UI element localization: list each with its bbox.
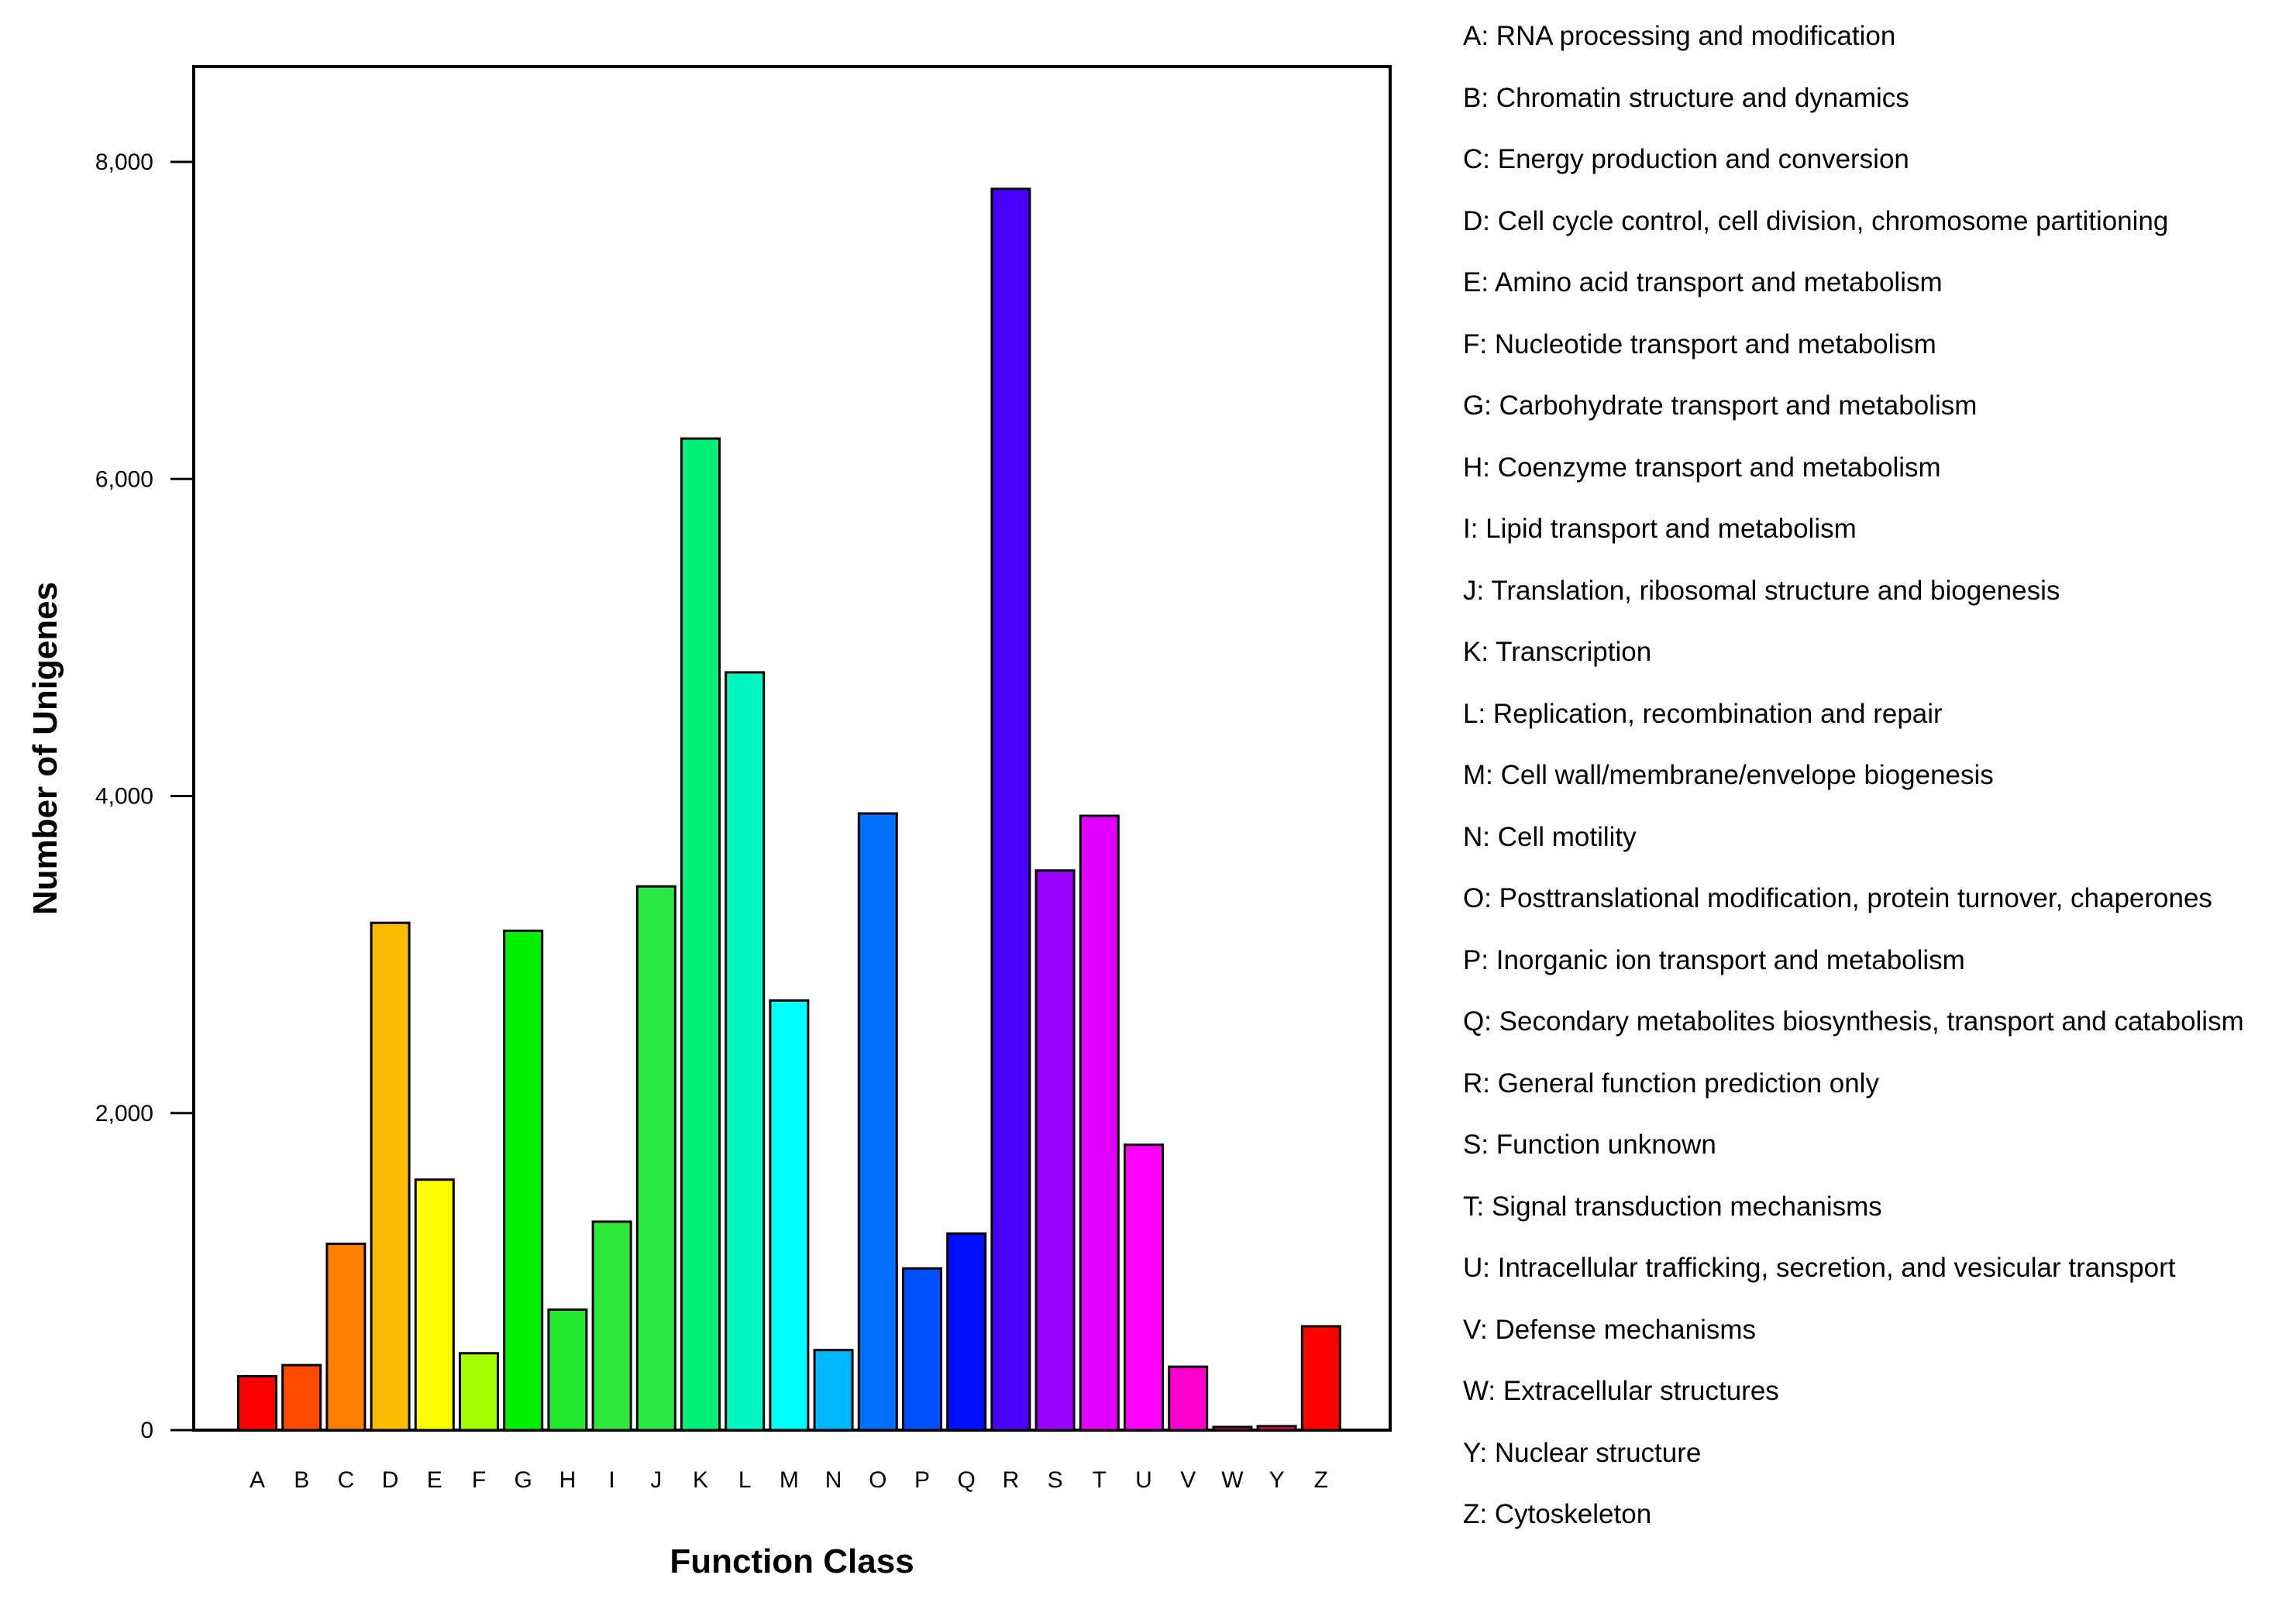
bar-G xyxy=(503,929,544,1432)
bar-K xyxy=(680,437,721,1432)
legend-item-H: H: Coenzyme transport and metabolism xyxy=(1463,452,1941,483)
x-tick-label-Y: Y xyxy=(1269,1467,1285,1493)
bar-F xyxy=(459,1352,499,1432)
x-tick-label-M: M xyxy=(780,1467,799,1493)
x-tick-label-D: D xyxy=(382,1467,399,1493)
legend-item-E: E: Amino acid transport and metabolism xyxy=(1463,267,1943,297)
y-axis: 0 2,000 4,000 6,000 8,000 xyxy=(95,150,194,1443)
legend-item-M: M: Cell wall/membrane/envelope biogenesi… xyxy=(1463,760,1994,790)
bar-R xyxy=(990,187,1031,1432)
x-tick-label-O: O xyxy=(869,1467,886,1493)
x-tick-label-Q: Q xyxy=(958,1467,976,1493)
bar-T xyxy=(1079,814,1120,1432)
x-tick-label-A: A xyxy=(250,1467,265,1493)
x-axis-title: Function Class xyxy=(670,1542,914,1580)
bar-E xyxy=(414,1178,455,1432)
bar-J xyxy=(635,885,676,1432)
bar-C xyxy=(325,1243,367,1432)
legend-item-J: J: Translation, ribosomal structure and … xyxy=(1463,575,2060,606)
legend-item-U: U: Intracellular trafficking, secretion,… xyxy=(1463,1253,2176,1283)
legend-item-Y: Y: Nuclear structure xyxy=(1463,1437,1702,1468)
bar-P xyxy=(902,1267,942,1432)
x-tick-label-R: R xyxy=(1003,1467,1020,1493)
legend-item-T: T: Signal transduction mechanisms xyxy=(1463,1191,1882,1222)
x-tick-label-I: I xyxy=(608,1467,614,1493)
x-tick-label-F: F xyxy=(472,1467,486,1493)
x-tick-label-U: U xyxy=(1135,1467,1152,1493)
bar-O xyxy=(857,812,898,1432)
legend-item-I: I: Lipid transport and metabolism xyxy=(1463,514,1857,544)
bar-H xyxy=(547,1308,588,1432)
legend-item-V: V: Defense mechanisms xyxy=(1463,1314,1757,1345)
bar-Z xyxy=(1300,1325,1341,1432)
x-tick-label-P: P xyxy=(914,1467,930,1493)
x-tick-label-Z: Z xyxy=(1314,1467,1328,1493)
legend-item-W: W: Extracellular structures xyxy=(1463,1376,1779,1406)
legend-item-B: B: Chromatin structure and dynamics xyxy=(1463,82,1909,113)
x-tick-label-T: T xyxy=(1093,1467,1107,1493)
bar-M xyxy=(769,999,810,1432)
y-tick-label: 0 xyxy=(140,1418,153,1443)
x-tick-label-S: S xyxy=(1048,1467,1063,1493)
legend-item-Z: Z: Cytoskeleton xyxy=(1463,1499,1652,1529)
legend-item-S: S: Function unknown xyxy=(1463,1130,1716,1160)
y-tick-label: 2,000 xyxy=(95,1101,153,1126)
bar-B xyxy=(281,1363,322,1432)
y-axis-title: Number of Unigenes xyxy=(26,582,64,915)
x-tick-label-L: L xyxy=(738,1467,752,1493)
y-tick-label: 6,000 xyxy=(95,466,153,492)
legend-item-C: C: Energy production and conversion xyxy=(1463,144,1909,174)
x-tick-label-W: W xyxy=(1221,1467,1244,1493)
legend-item-K: K: Transcription xyxy=(1463,637,1652,667)
legend-item-O: O: Posttranslational modification, prote… xyxy=(1463,883,2212,913)
bar-N xyxy=(813,1349,854,1432)
bar-Q xyxy=(946,1232,987,1432)
x-tick-label-K: K xyxy=(693,1467,708,1493)
legend-item-L: L: Replication, recombination and repair xyxy=(1463,698,1943,729)
legend-item-G: G: Carbohydrate transport and metabolism xyxy=(1463,390,1978,421)
bar-V xyxy=(1168,1365,1209,1432)
legend: A: RNA processing and modification B: Chr… xyxy=(1463,17,2284,1557)
y-tick-label: 8,000 xyxy=(95,150,153,175)
bar-W xyxy=(1212,1425,1253,1432)
x-tick-label-C: C xyxy=(338,1467,355,1493)
x-tick-label-H: H xyxy=(559,1467,577,1493)
bar-S xyxy=(1034,869,1076,1432)
bar-A xyxy=(237,1374,277,1432)
bar-I xyxy=(591,1220,632,1432)
x-tick-label-B: B xyxy=(294,1467,309,1493)
legend-item-Q: Q: Secondary metabolites biosynthesis, t… xyxy=(1463,1006,2244,1037)
x-tick-label-G: G xyxy=(515,1467,532,1493)
legend-item-F: F: Nucleotide transport and metabolism xyxy=(1463,328,1936,359)
bar-L xyxy=(725,671,766,1432)
bars xyxy=(237,187,1341,1432)
bar-U xyxy=(1124,1143,1164,1432)
x-tick-label-N: N xyxy=(825,1467,842,1493)
legend-item-P: P: Inorganic ion transport and metabolis… xyxy=(1463,944,1965,975)
bar-D xyxy=(370,921,411,1432)
x-tick-label-E: E xyxy=(427,1467,442,1493)
legend-item-D: D: Cell cycle control, cell division, ch… xyxy=(1463,205,2169,236)
bar-Y xyxy=(1256,1425,1297,1432)
legend-item-N: N: Cell motility xyxy=(1463,821,1637,852)
y-tick-label: 4,000 xyxy=(95,784,153,810)
x-tick-label-V: V xyxy=(1180,1467,1196,1493)
x-tick-label-J: J xyxy=(650,1467,662,1493)
legend-item-A: A: RNA processing and modification xyxy=(1463,21,1896,51)
legend-item-R: R: General function prediction only xyxy=(1463,1068,1879,1099)
